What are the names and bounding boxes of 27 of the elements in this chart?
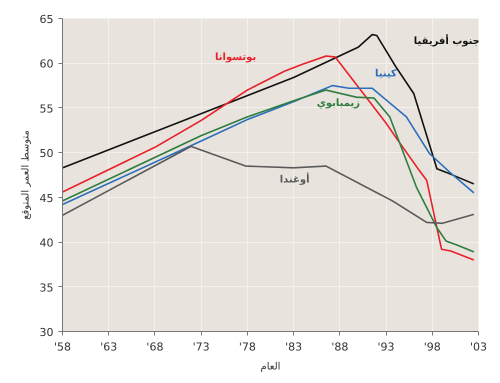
x-tick-label: '83 — [285, 340, 302, 354]
x-tick-label: '93 — [378, 340, 395, 354]
x-tick-label: '98 — [424, 340, 441, 354]
y-tick-label: 50 — [40, 147, 54, 160]
y-tick-label: 40 — [40, 236, 54, 250]
x-tick-label: '88 — [331, 340, 348, 354]
series-label: زيمبابوي — [316, 98, 360, 109]
line-series — [62, 146, 475, 224]
y-tick-label: 55 — [40, 102, 54, 116]
y-tick-label: 65 — [40, 13, 54, 26]
y-tick-label: 30 — [40, 326, 54, 339]
y-tick-label: 60 — [40, 58, 54, 71]
series-label: أوغندا — [280, 172, 310, 186]
x-tick-label: '58 — [54, 340, 72, 354]
series-label: كينيا — [374, 68, 397, 80]
series-label: بوتسوانا — [215, 52, 256, 64]
x-axis-title: العام — [260, 362, 280, 372]
y-axis-title: متوسط العمر المتوقع — [20, 130, 32, 220]
x-tick-label: '03 — [470, 340, 488, 354]
x-tick-label: '68 — [146, 340, 164, 354]
y-tick-label: 45 — [40, 192, 54, 205]
line-series — [62, 84, 475, 206]
y-tick-label: 35 — [40, 281, 54, 294]
x-tick-label: '73 — [192, 340, 210, 354]
x-tick-label: '78 — [238, 340, 256, 354]
x-tick-label: '63 — [100, 340, 118, 354]
line-series — [62, 89, 475, 253]
